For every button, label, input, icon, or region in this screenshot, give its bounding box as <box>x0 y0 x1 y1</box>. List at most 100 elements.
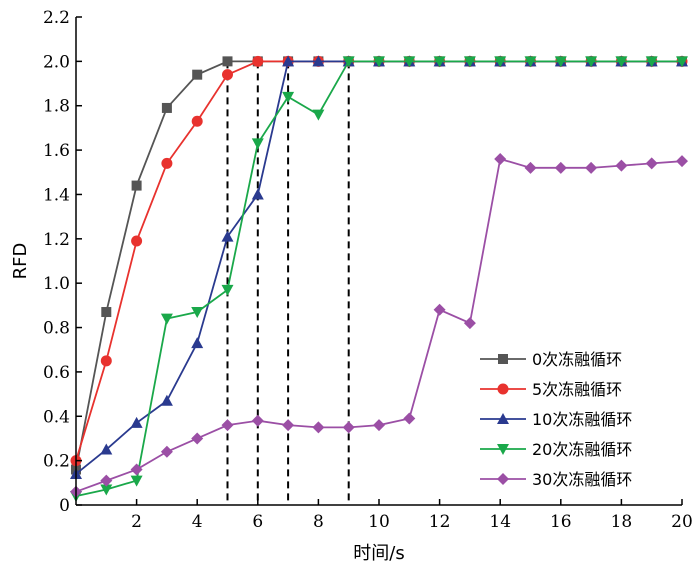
data-point <box>160 394 173 406</box>
data-point <box>161 157 173 169</box>
series-line-1 <box>75 60 682 470</box>
data-point <box>221 284 234 296</box>
y-axis-label: RFD <box>10 243 31 280</box>
data-point <box>494 152 507 165</box>
data-point <box>100 355 112 367</box>
legend-label: 5次冻融循环 <box>532 380 622 399</box>
data-point <box>312 109 325 121</box>
x-tick-label: 10 <box>368 512 390 532</box>
data-point <box>130 463 143 476</box>
series-5 <box>70 152 688 498</box>
data-point <box>222 56 233 67</box>
data-point <box>130 416 143 428</box>
data-point <box>221 230 234 242</box>
y-tick-label: 1.0 <box>43 274 70 294</box>
data-point <box>312 421 325 434</box>
y-tick-label: 1.2 <box>43 230 70 250</box>
data-point <box>403 412 416 425</box>
y-tick-label: 2.2 <box>43 8 70 28</box>
x-tick-label: 2 <box>131 512 142 532</box>
data-point <box>554 56 567 68</box>
axes: 0 0.2 0.4 0.6 0.8 1.0 1.2 1.4 1.6 1.8 2.0 2.2 2 4 6 8 10… <box>43 8 693 532</box>
data-point <box>524 161 537 174</box>
legend-item-3: 10次冻融循环 <box>480 410 632 429</box>
data-point <box>251 188 264 200</box>
x-tick-label: 14 <box>489 512 511 532</box>
data-point <box>342 421 355 434</box>
legend-label: 30次冻融循环 <box>532 470 632 489</box>
data-point <box>403 56 416 68</box>
data-point <box>554 161 567 174</box>
legend-item-5: 30次冻融循环 <box>480 470 632 489</box>
legend-label: 20次冻融循环 <box>532 440 632 459</box>
legend-marker <box>497 444 509 455</box>
data-point <box>222 69 233 81</box>
data-point <box>676 155 688 168</box>
data-point <box>373 56 385 68</box>
data-point <box>100 474 113 487</box>
data-point <box>161 102 172 113</box>
x-tick-label: 4 <box>192 512 203 532</box>
data-point <box>463 56 476 68</box>
data-point <box>645 56 658 68</box>
data-point <box>191 432 204 445</box>
y-tick-label: 2.0 <box>43 52 70 72</box>
data-point <box>312 55 325 67</box>
data-point <box>463 317 476 330</box>
legend-marker <box>497 383 509 395</box>
data-point <box>131 180 142 191</box>
reference-lines <box>226 61 350 505</box>
series-layer <box>70 55 688 503</box>
legend-label: 0次冻融循环 <box>532 350 622 369</box>
legend-item-4: 20次冻融循环 <box>480 440 632 459</box>
y-tick-label: 1.8 <box>43 97 70 117</box>
data-point <box>252 55 264 67</box>
x-tick-label: 6 <box>252 512 263 532</box>
data-point <box>282 91 295 103</box>
x-axis-label: 时间/s <box>353 543 404 564</box>
x-tick-label: 12 <box>429 512 451 532</box>
data-point <box>615 159 628 172</box>
data-point <box>191 115 203 127</box>
legend-marker <box>497 473 509 485</box>
data-point <box>191 337 204 349</box>
data-point <box>160 313 173 325</box>
data-point <box>131 235 143 247</box>
series-4 <box>70 56 688 503</box>
data-point <box>101 307 112 318</box>
legend: 0次冻融循环 5次冻融循环 10次冻融循环 20次冻融循环 30次冻融循环 <box>480 350 632 489</box>
data-point <box>282 55 295 67</box>
y-tick-label: 0 <box>59 496 70 516</box>
x-tick-label: 16 <box>550 512 572 532</box>
x-tick-label: 8 <box>313 512 324 532</box>
legend-marker <box>497 413 509 424</box>
y-tick-label: 1.6 <box>43 141 70 161</box>
data-point <box>585 161 598 174</box>
y-tick-label: 1.4 <box>43 185 70 205</box>
legend-item-2: 5次冻融循环 <box>480 380 622 399</box>
data-point <box>524 56 537 68</box>
legend-marker <box>498 354 508 364</box>
data-point <box>433 303 446 316</box>
y-tick-label: 0.8 <box>43 319 70 339</box>
y-tick-label: 0.4 <box>43 407 70 427</box>
data-point <box>221 419 234 432</box>
x-tick-label: 20 <box>671 512 693 532</box>
data-point <box>192 69 203 80</box>
legend-item-1: 0次冻融循环 <box>480 350 622 369</box>
data-point <box>494 56 507 68</box>
data-point <box>100 443 113 455</box>
data-point <box>251 414 264 427</box>
data-point <box>191 307 204 319</box>
data-point <box>373 419 385 432</box>
data-point <box>645 157 658 170</box>
data-point <box>433 56 446 68</box>
data-point <box>615 56 628 68</box>
data-point <box>130 475 143 487</box>
x-tick-label: 18 <box>611 512 633 532</box>
data-point <box>282 419 295 432</box>
data-point <box>251 138 264 150</box>
data-point <box>676 56 688 68</box>
data-point <box>100 484 113 496</box>
